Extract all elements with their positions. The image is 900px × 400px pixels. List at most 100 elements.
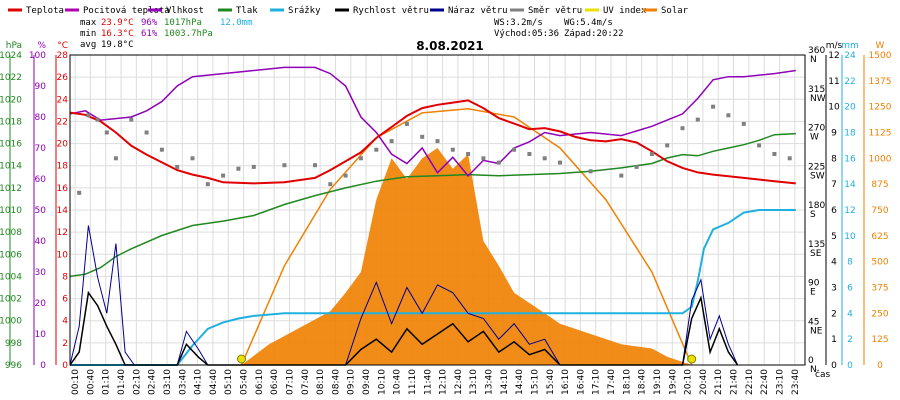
wind-axis-unit: m/s [826, 41, 843, 51]
wind-dir-point-22 [420, 134, 425, 139]
x-tick-26: 13:10 [469, 369, 479, 395]
wind-dir-point-21 [404, 121, 409, 126]
x-tick-18: 09:10 [347, 369, 357, 395]
humidity-axis-tick-1: 10 [35, 330, 47, 340]
pressure-axis-tick-4: 1004 [0, 272, 22, 282]
solar-axis-tick-5: 625 [871, 232, 888, 242]
x-tick-34: 17:10 [592, 369, 602, 395]
direction-axis-tick-8: 360 [808, 46, 825, 56]
wind-dir-point-31 [558, 160, 562, 165]
x-tick-25: 12:40 [454, 369, 464, 395]
wind-dir-point-35 [649, 152, 654, 156]
solar-axis-tick-11: 1375 [869, 77, 892, 87]
solar-axis-tick-6: 750 [871, 206, 888, 216]
temperature-axis-unit: °C [57, 41, 68, 51]
temperature-axis-tick-2: 4 [62, 317, 68, 327]
rain-axis-tick-10: 20 [844, 103, 856, 113]
humidity-axis-tick-7: 70 [35, 144, 47, 154]
wind-dir-point-33 [619, 173, 624, 178]
temperature-axis-tick-11: 22 [57, 117, 68, 127]
humidity-axis-tick-6: 60 [35, 175, 47, 185]
temperature-axis-tick-8: 16 [57, 184, 69, 194]
x-tick-37: 18:40 [638, 369, 648, 395]
x-tick-10: 05:10 [224, 369, 234, 395]
x-tick-42: 21:10 [714, 369, 724, 395]
stat-max-hum: 96% [141, 18, 158, 28]
wind-dir-point-16 [328, 182, 333, 187]
pressure-axis-tick-7: 1010 [0, 206, 22, 216]
direction-axis-tick-4: 180 [808, 201, 825, 211]
x-axis: 00:10 00:40 01:10 01:40 02:10 02:40 03:10 03:40… [71, 369, 801, 395]
wind-dir-point-23 [435, 139, 440, 144]
wind-dir-point-36 [665, 143, 670, 148]
direction-axis-tick-1: 45 [808, 317, 819, 327]
stats-panel: max 23.9°C 96% 1017hPa 12.0mm min 16.3°C… [80, 18, 624, 50]
x-tick-22: 11:10 [408, 369, 418, 395]
rain-axis-tick-1: 2 [847, 335, 853, 345]
legend-label-4: Srážky [288, 6, 321, 16]
y-axes: 9969981000100210041006100810101012101410… [0, 41, 892, 375]
wind-dir-point-13 [251, 164, 256, 169]
x-tick-9: 04:40 [209, 369, 219, 395]
temperature-axis-tick-1: 2 [62, 339, 68, 349]
humidity-axis-tick-2: 20 [35, 299, 47, 309]
x-tick-44: 22:10 [745, 369, 755, 395]
x-tick-40: 20:10 [684, 369, 694, 395]
humidity-axis-tick-5: 50 [35, 206, 47, 216]
wind-axis-tick-3: 3 [831, 284, 837, 294]
humidity-axis-tick-10: 100 [29, 51, 46, 61]
wind-axis-tick-0: 0 [831, 361, 837, 371]
pressure-axis-tick-3: 1002 [0, 295, 22, 305]
direction-axis-compass-8: N [810, 55, 817, 65]
stat-ws: WS:3.2m/s [494, 18, 543, 28]
wind-dir-point-5 [129, 117, 134, 122]
legend-label-2: Vlhkost [166, 6, 204, 16]
wind-dir-point-37 [680, 126, 685, 131]
wind-dir-point-32 [588, 169, 593, 174]
solar-axis-tick-9: 1125 [869, 129, 892, 139]
humidity-axis-tick-4: 40 [35, 237, 47, 247]
x-tick-31: 15:40 [546, 369, 556, 395]
wind-dir-point-20 [389, 139, 394, 144]
plot-frame [69, 54, 806, 366]
series-pressure [69, 132, 796, 278]
pressure-axis-tick-0: 996 [5, 361, 22, 371]
wind-axis-tick-9: 9 [831, 129, 837, 139]
pressure-axis-tick-13: 1022 [0, 73, 22, 83]
x-tick-38: 19:10 [653, 369, 663, 395]
legend-label-6: Náraz větru [448, 6, 508, 16]
wind-dir-point-27 [496, 160, 501, 165]
rain-axis-tick-0: 0 [847, 361, 853, 371]
wind-dir-point-44 [787, 156, 792, 161]
x-tick-24: 12:10 [439, 369, 449, 395]
solar-axis-tick-1: 125 [871, 335, 888, 345]
pressure-axis-tick-1: 998 [5, 339, 22, 349]
direction-axis-compass-3: SE [810, 249, 822, 259]
x-tick-19: 09:40 [362, 369, 372, 395]
rain-axis-tick-9: 18 [844, 129, 856, 139]
x-tick-45: 22:40 [760, 369, 770, 395]
pressure-axis-tick-8: 1012 [0, 184, 22, 194]
series-humidity [69, 66, 796, 178]
wind-axis-tick-1: 1 [831, 335, 837, 345]
direction-axis-compass-2: E [810, 288, 816, 298]
direction-axis-compass-6: W [810, 133, 819, 143]
direction-axis-compass-1: NE [810, 326, 823, 336]
solar-axis-unit: W [876, 41, 885, 51]
wind-dir-point-42 [757, 143, 762, 148]
x-tick-41: 20:40 [699, 369, 709, 395]
solar-axis-tick-12: 1500 [869, 51, 892, 61]
legend-label-9: Solar [661, 6, 689, 16]
wind-dir-point-0 [77, 190, 82, 195]
x-tick-21: 10:40 [393, 369, 403, 395]
series-gust [69, 225, 739, 366]
stat-min-temp: 16.3°C [101, 29, 134, 39]
legend-label-8: UV index [603, 6, 647, 16]
x-tick-27: 13:40 [485, 369, 495, 395]
x-tick-28: 14:10 [500, 369, 510, 395]
direction-axis-tick-6: 270 [808, 124, 825, 134]
x-tick-12: 06:10 [255, 369, 265, 395]
series-temperature [69, 99, 796, 185]
wind-dir-point-38 [695, 117, 700, 122]
